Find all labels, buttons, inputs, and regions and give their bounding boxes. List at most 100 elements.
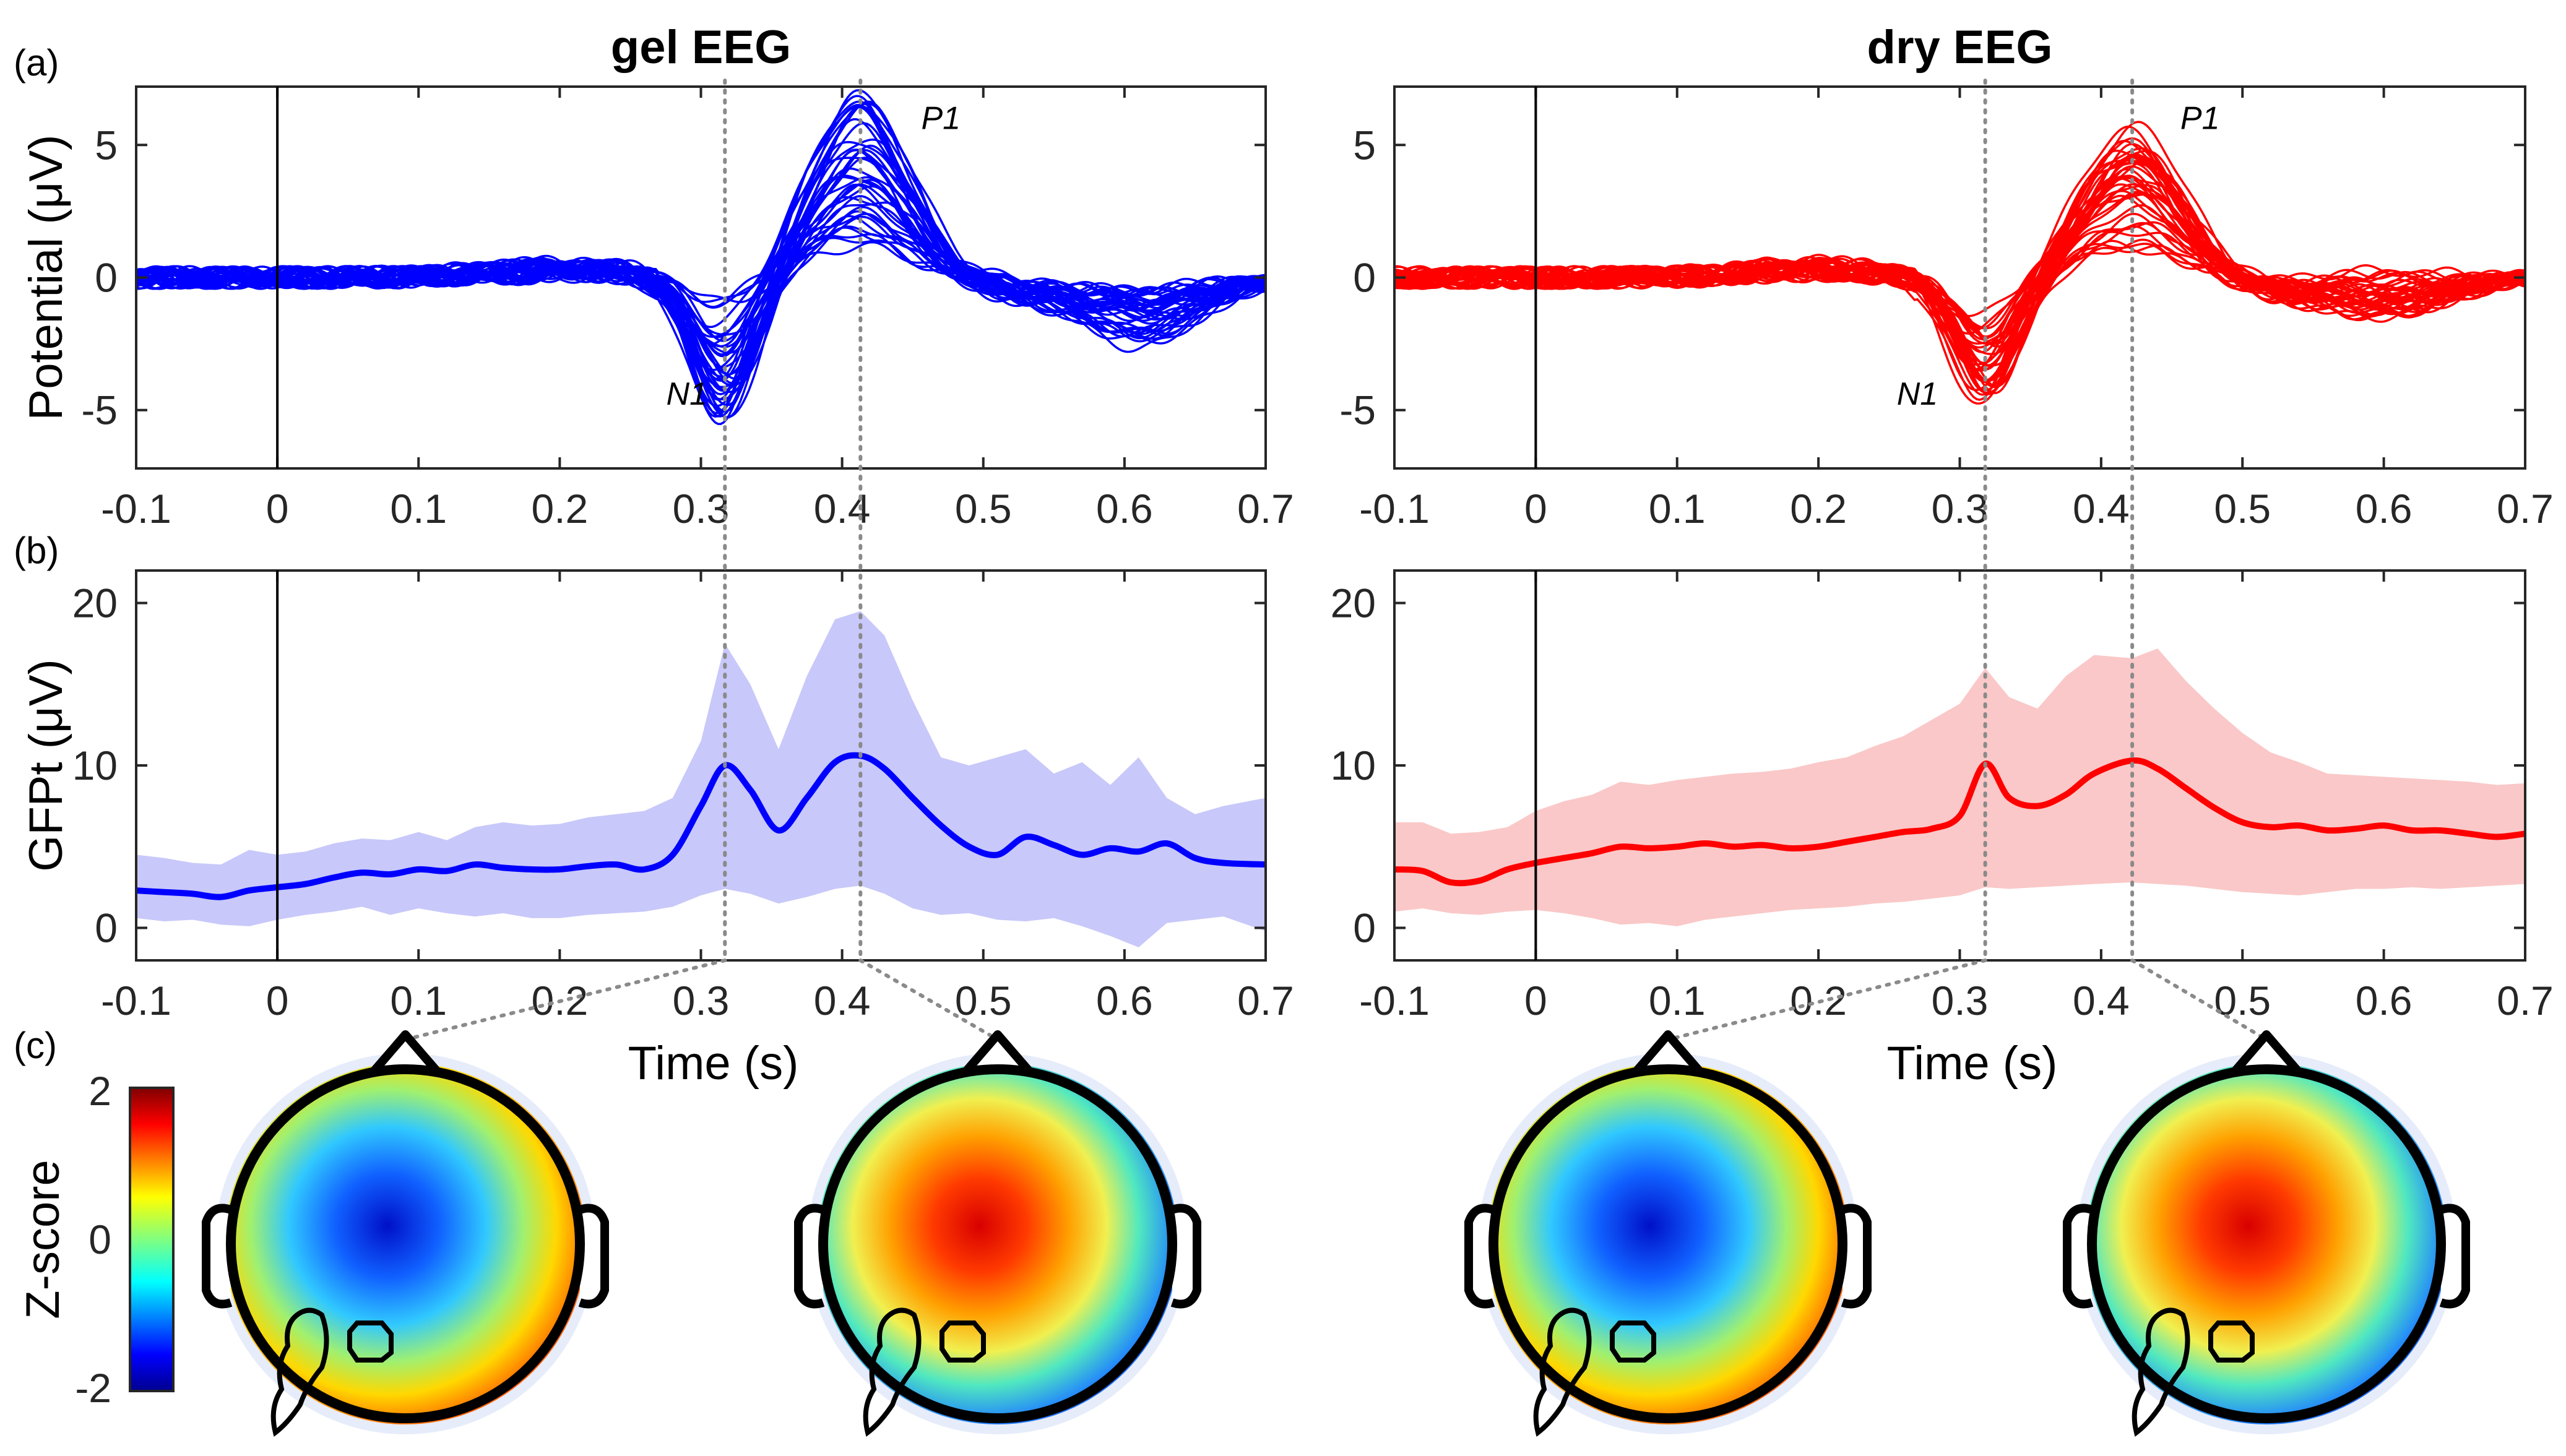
right-ear	[1841, 1204, 1872, 1309]
std-band	[136, 611, 1266, 947]
head-outline	[2087, 1064, 2446, 1423]
left-ear	[2063, 1204, 2094, 1309]
x-tick-label: 0.2	[1790, 486, 1847, 532]
x-axis-label: Time (s)	[628, 1037, 799, 1090]
x-tick-label: 0.1	[1649, 486, 1706, 532]
x-tick-label: 0.4	[2073, 978, 2130, 1023]
topomap-connector	[858, 958, 1000, 1041]
x-tick-label: 0.7	[2497, 978, 2554, 1023]
std-band	[1394, 648, 2525, 926]
topomap	[1464, 1030, 1872, 1437]
channel-trace	[1394, 192, 2526, 367]
y-tick-label: 20	[72, 580, 118, 626]
roi-outline-left	[863, 1307, 922, 1437]
y-tick-label: 20	[1331, 580, 1376, 626]
x-tick-label: 0.6	[1096, 978, 1153, 1023]
roi-outline-left	[1533, 1307, 1592, 1437]
nose	[963, 1030, 1032, 1074]
colorbar: 2 0 -2 Z-score	[17, 1068, 175, 1411]
x-tick-label: 0	[1524, 486, 1547, 532]
head-outline	[226, 1064, 585, 1423]
topomaps	[202, 1030, 2470, 1437]
x-tick-label: 0.2	[532, 486, 589, 532]
channel-trace	[136, 174, 1266, 348]
x-tick-label: -0.1	[101, 486, 171, 532]
head-outline	[818, 1064, 1177, 1423]
roi-outline-small	[1610, 1320, 1656, 1363]
head-outline	[1488, 1064, 1847, 1423]
channel-trace	[136, 118, 1266, 340]
x-tick-label: 0	[1524, 978, 1547, 1023]
chart-title: gel EEG	[611, 21, 791, 74]
x-tick-label: 0.6	[1096, 486, 1153, 532]
y-tick-label: 0	[1353, 905, 1376, 951]
colorbar-tick-label: 2	[89, 1068, 111, 1114]
y-tick-label: 5	[1353, 122, 1376, 168]
x-tick-label: 0.5	[955, 486, 1012, 532]
y-tick-label: 0	[1353, 255, 1376, 301]
x-tick-label: 0	[266, 978, 289, 1023]
left-ear	[794, 1204, 825, 1309]
y-tick-label: 10	[72, 743, 118, 788]
peak-guide-lines	[404, 79, 2268, 1041]
topomap-surface	[1487, 1063, 1849, 1424]
x-tick-label: 0.5	[2214, 486, 2271, 532]
topomap	[202, 1030, 609, 1437]
x-tick-label: 0.7	[2497, 486, 2554, 532]
nose	[371, 1030, 440, 1074]
x-tick-label: 0.7	[1237, 978, 1294, 1023]
y-tick-label: 0	[95, 905, 118, 951]
channel-trace	[1394, 194, 2526, 317]
x-tick-label: 0.5	[2214, 978, 2271, 1023]
x-tick-label: 0.4	[2073, 486, 2130, 532]
nose	[1633, 1030, 1703, 1074]
y-axis-label: Potential (μV)	[20, 135, 72, 421]
y-axis-label: GFPt (μV)	[20, 659, 72, 872]
left-ear	[1464, 1204, 1495, 1309]
x-axis-label: Time (s)	[1887, 1037, 2058, 1090]
y-tick-label: 0	[95, 255, 118, 301]
peak-label-p1: P1	[2180, 101, 2220, 137]
roi-outline-left	[2132, 1307, 2190, 1437]
right-ear	[1170, 1204, 1201, 1309]
right-ear	[578, 1204, 609, 1309]
x-tick-label: -0.1	[1359, 486, 1430, 532]
panel-label-b: (b)	[14, 530, 59, 571]
channel-trace	[136, 226, 1266, 355]
chart-title: dry EEG	[1867, 21, 2053, 74]
roi-outline-small	[347, 1320, 394, 1363]
channel-traces	[1394, 121, 2526, 405]
channel-trace	[136, 149, 1266, 378]
channel-trace	[136, 138, 1266, 419]
left-ear	[202, 1204, 233, 1309]
x-tick-label: 0.1	[1649, 978, 1706, 1023]
roi-outline-left	[270, 1307, 329, 1437]
right-ear	[2439, 1204, 2470, 1309]
x-tick-label: 0.7	[1237, 486, 1294, 532]
dry-erp-chart: N1 P1 -0.1 0 0.1 0.2 0.3 0.4 0.5 0.6 0.7 -5 0 5 dry EE…	[1339, 21, 2554, 532]
x-tick-label: 0.5	[955, 978, 1012, 1023]
peak-label-n1: N1	[666, 376, 707, 412]
nose	[2232, 1030, 2301, 1074]
y-tick-label: 10	[1331, 743, 1376, 788]
peak-label-n1: N1	[1897, 376, 1938, 412]
panel-label-a: (a)	[14, 42, 59, 84]
y-tick-label: -5	[1339, 387, 1376, 433]
colorbar-gradient	[129, 1087, 175, 1392]
peak-label-p1: P1	[922, 101, 961, 137]
topomap-surface	[817, 1063, 1178, 1424]
y-tick-label: 5	[95, 122, 118, 168]
x-tick-label: 0.6	[2356, 486, 2413, 532]
topomap-connector	[2130, 958, 2268, 1041]
channel-traces	[135, 88, 1267, 425]
x-tick-label: -0.1	[1359, 978, 1430, 1023]
topomap	[794, 1030, 1201, 1437]
channel-trace	[136, 105, 1266, 387]
gfp-mean-line	[1394, 757, 2526, 887]
x-tick-label: 0.1	[390, 978, 447, 1023]
x-tick-label: -0.1	[101, 978, 171, 1023]
